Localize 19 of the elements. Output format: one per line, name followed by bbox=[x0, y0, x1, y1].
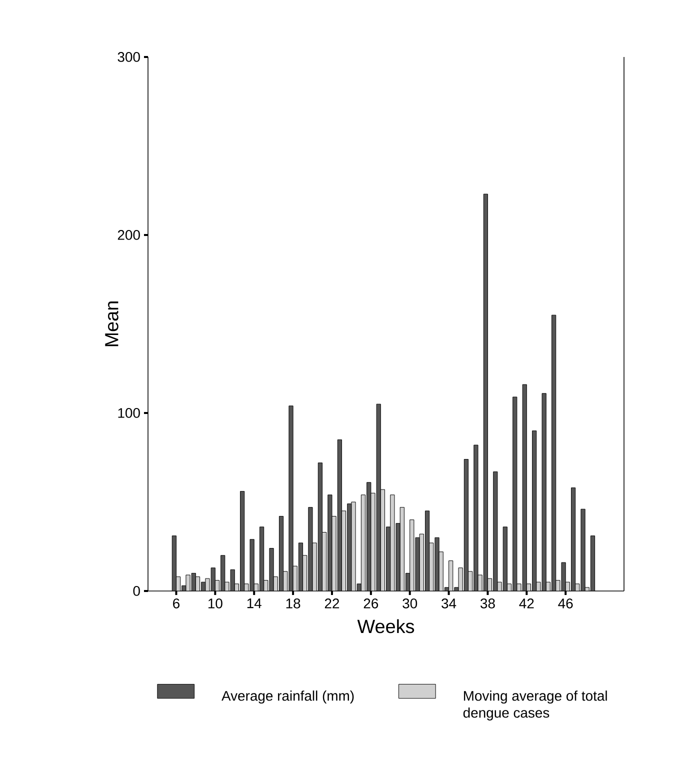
x-tick-label: 6 bbox=[173, 598, 180, 608]
x-tick-label: 38 bbox=[480, 598, 495, 608]
x-tick-label: 30 bbox=[402, 598, 418, 608]
x-tick-label: 14 bbox=[247, 598, 262, 608]
y-tick-label: 200 bbox=[118, 230, 140, 240]
legend-label: Moving average of total dengue cases bbox=[463, 690, 607, 720]
x-tick-label: 46 bbox=[558, 598, 573, 608]
x-tick-label: 22 bbox=[324, 598, 340, 608]
y-axis-title: Mean bbox=[105, 302, 118, 346]
y-tick-label: 100 bbox=[118, 408, 140, 418]
x-tick-label: 34 bbox=[442, 598, 456, 608]
x-axis-title: Weeks bbox=[357, 619, 414, 634]
y-tick-label: 0 bbox=[133, 586, 140, 596]
x-tick-label: 18 bbox=[286, 598, 300, 608]
x-tick-label: 10 bbox=[208, 598, 222, 608]
legend-label: Average rainfall (mm) bbox=[222, 690, 354, 704]
y-tick-label: 300 bbox=[118, 52, 140, 62]
x-tick-label: 26 bbox=[364, 598, 378, 608]
x-tick-label: 42 bbox=[519, 598, 534, 608]
